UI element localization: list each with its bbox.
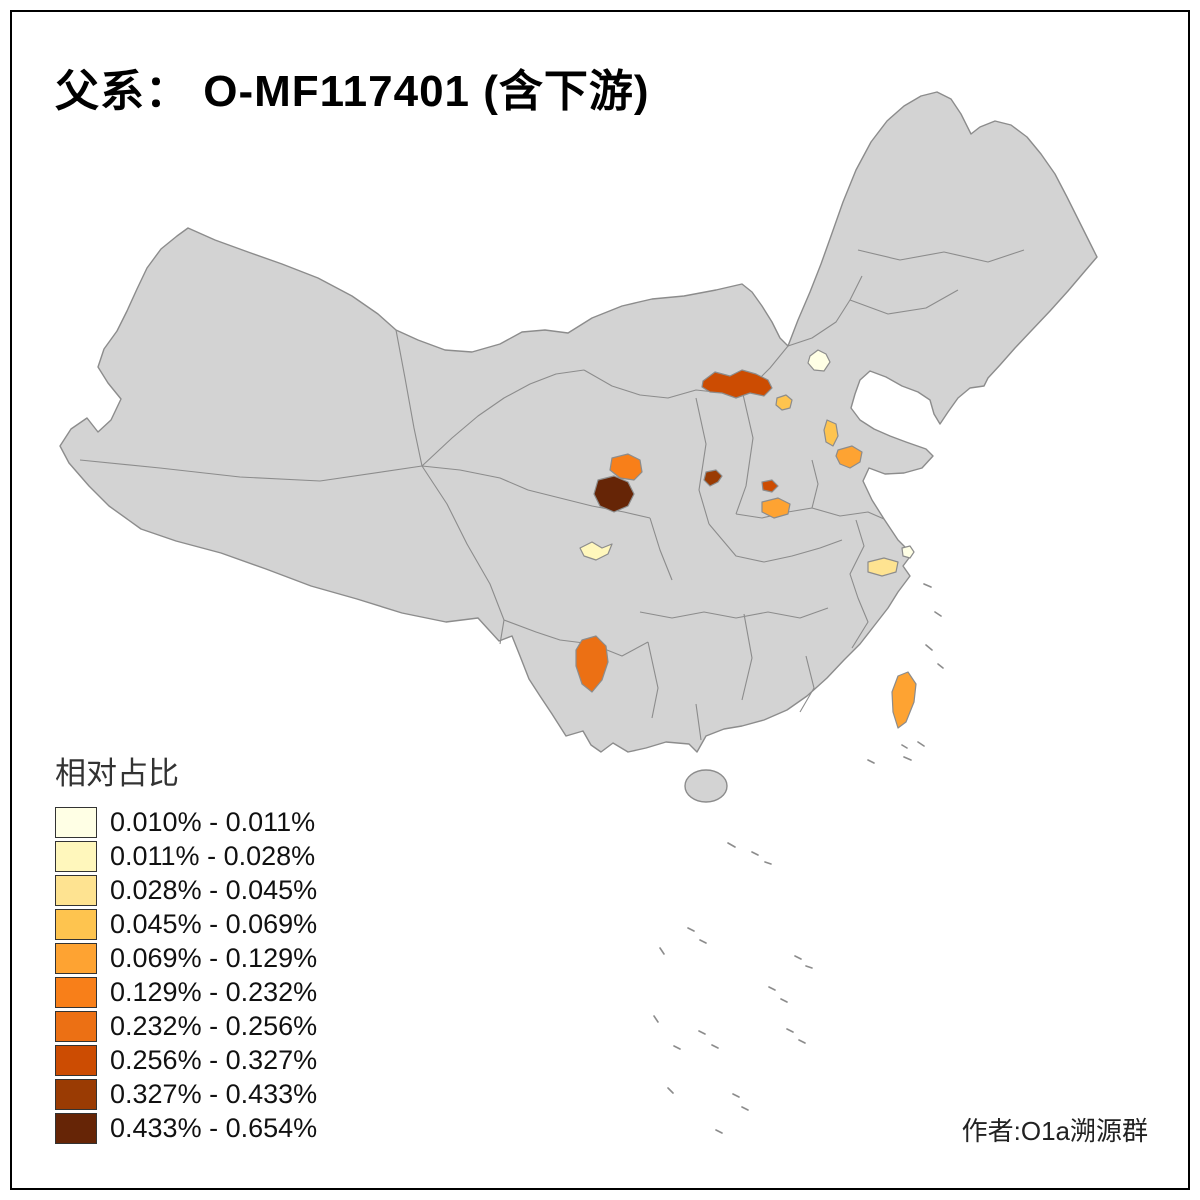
- legend-title: 相对占比: [55, 756, 179, 791]
- legend-row: 0.069% - 0.129%: [55, 943, 317, 974]
- legend-row: 0.028% - 0.045%: [55, 875, 317, 906]
- region-north-zhejiang: [867, 557, 899, 577]
- china-landmass: [59, 91, 1098, 753]
- legend-row: 0.010% - 0.011%: [55, 807, 317, 838]
- author-credit: 作者:O1a溯源群: [961, 1116, 1148, 1146]
- legend-label: 0.028% - 0.045%: [110, 875, 318, 905]
- legend-label: 0.069% - 0.129%: [110, 943, 318, 973]
- region-taiwan: [891, 671, 917, 729]
- legend-swatch: [55, 1113, 97, 1144]
- legend-row: 0.327% - 0.433%: [55, 1079, 317, 1110]
- province-borders: [79, 249, 1025, 741]
- legend-label: 0.010% - 0.011%: [110, 807, 316, 837]
- legend: 相对占比 0.010% - 0.011% 0.011% - 0.028% 0.0…: [55, 748, 317, 1147]
- legend-swatch: [55, 1045, 97, 1076]
- region-beijing: [807, 349, 831, 372]
- legend-swatch: [55, 807, 97, 838]
- legend-row: 0.232% - 0.256%: [55, 1011, 317, 1042]
- legend-label: 0.232% - 0.256%: [110, 1011, 318, 1041]
- legend-row: 0.433% - 0.654%: [55, 1113, 317, 1144]
- legend-row: 0.129% - 0.232%: [55, 977, 317, 1008]
- legend-label: 0.327% - 0.433%: [110, 1079, 318, 1109]
- highlight-regions: [575, 349, 917, 729]
- region-central-henan: [761, 497, 791, 519]
- sea-islands: [653, 583, 944, 1134]
- region-north-henan: [761, 479, 779, 493]
- legend-swatch: [55, 1079, 97, 1110]
- region-shanghai: [901, 545, 915, 559]
- landmass-group: [59, 91, 1098, 803]
- legend-row: 0.011% - 0.028%: [55, 841, 317, 872]
- region-south-shanxi: [703, 469, 723, 487]
- legend-label: 0.256% - 0.327%: [110, 1045, 318, 1075]
- region-northwest-shandong: [823, 419, 839, 447]
- legend-row: 0.045% - 0.069%: [55, 909, 317, 940]
- legend-row: 0.256% - 0.327%: [55, 1045, 317, 1076]
- region-central-shandong: [835, 445, 863, 469]
- region-north-hebei: [701, 369, 773, 399]
- legend-label: 0.045% - 0.069%: [110, 909, 318, 939]
- region-central-shaanxi: [593, 475, 635, 513]
- legend-swatch: [55, 1011, 97, 1042]
- hainan-island: [684, 769, 728, 803]
- legend-label: 0.129% - 0.232%: [110, 977, 318, 1007]
- legend-swatch: [55, 943, 97, 974]
- region-central-yunnan: [575, 635, 609, 693]
- legend-swatch: [55, 909, 97, 940]
- legend-swatch: [55, 977, 97, 1008]
- page-title: 父系： O-MF117401 (含下游): [55, 67, 650, 116]
- region-north-shaanxi: [609, 453, 643, 481]
- region-chengdu: [579, 541, 613, 561]
- legend-label: 0.011% - 0.028%: [110, 841, 316, 871]
- legend-swatch: [55, 841, 97, 872]
- legend-swatch: [55, 875, 97, 906]
- region-central-hebei: [775, 394, 793, 411]
- legend-label: 0.433% - 0.654%: [110, 1113, 318, 1143]
